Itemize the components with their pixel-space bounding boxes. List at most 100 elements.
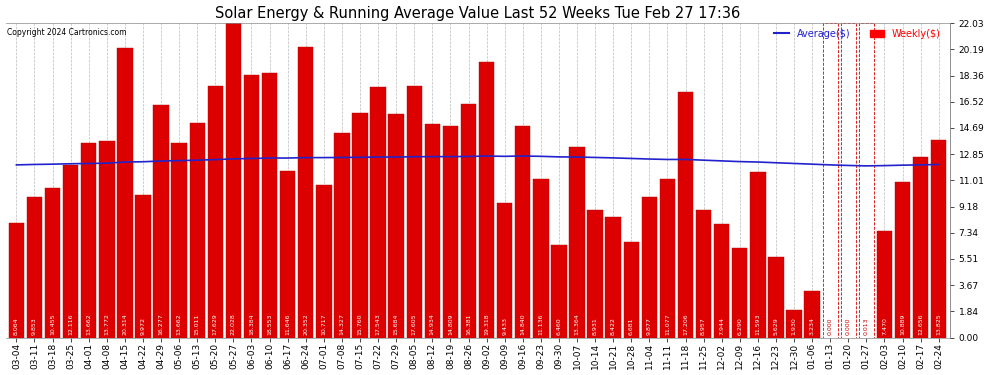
Text: 9.853: 9.853 bbox=[32, 318, 37, 336]
Text: 18.384: 18.384 bbox=[249, 314, 254, 336]
Text: 14.934: 14.934 bbox=[430, 314, 435, 336]
Text: 13.662: 13.662 bbox=[176, 314, 181, 336]
Text: 12.116: 12.116 bbox=[68, 314, 73, 336]
Bar bbox=[569, 147, 585, 338]
Text: 10.455: 10.455 bbox=[50, 314, 55, 336]
Bar bbox=[624, 242, 639, 338]
Legend: Average($), Weekly($): Average($), Weekly($) bbox=[770, 25, 944, 43]
Text: 13.364: 13.364 bbox=[574, 314, 579, 336]
Bar bbox=[370, 87, 386, 338]
Text: 17.605: 17.605 bbox=[412, 314, 417, 336]
Bar bbox=[388, 114, 404, 338]
Text: 14.840: 14.840 bbox=[521, 314, 526, 336]
Bar bbox=[913, 157, 929, 338]
Text: 7.944: 7.944 bbox=[719, 318, 724, 336]
Text: 1.930: 1.930 bbox=[792, 318, 797, 336]
Text: 17.206: 17.206 bbox=[683, 314, 688, 336]
Bar bbox=[27, 197, 43, 338]
Text: 6.681: 6.681 bbox=[629, 318, 634, 336]
Text: 20.314: 20.314 bbox=[123, 314, 128, 336]
Bar bbox=[732, 248, 747, 338]
Bar bbox=[714, 224, 730, 338]
Bar bbox=[425, 124, 440, 338]
Text: 16.381: 16.381 bbox=[466, 314, 471, 336]
Text: 10.889: 10.889 bbox=[900, 314, 905, 336]
Text: 0.000: 0.000 bbox=[845, 318, 850, 336]
Bar bbox=[298, 47, 314, 338]
Text: 6.460: 6.460 bbox=[556, 318, 561, 336]
Bar bbox=[805, 291, 820, 338]
Bar bbox=[407, 86, 422, 338]
Text: 13.825: 13.825 bbox=[937, 314, 941, 336]
Bar bbox=[45, 188, 60, 338]
Bar bbox=[117, 48, 133, 338]
Bar bbox=[606, 217, 621, 338]
Bar bbox=[750, 172, 765, 338]
Text: 15.684: 15.684 bbox=[394, 314, 399, 336]
Text: 5.629: 5.629 bbox=[773, 318, 778, 336]
Text: 0.013: 0.013 bbox=[864, 318, 869, 336]
Bar bbox=[280, 171, 295, 338]
Bar bbox=[895, 182, 910, 338]
Bar bbox=[171, 142, 187, 338]
Text: 14.809: 14.809 bbox=[447, 314, 452, 336]
Text: 8.931: 8.931 bbox=[593, 318, 598, 336]
Text: 8.957: 8.957 bbox=[701, 318, 706, 336]
Bar bbox=[335, 133, 349, 338]
Bar bbox=[551, 245, 566, 338]
Text: 15.760: 15.760 bbox=[357, 314, 362, 336]
Bar bbox=[768, 257, 784, 338]
Bar bbox=[262, 73, 277, 338]
Bar bbox=[226, 23, 242, 338]
Text: 16.277: 16.277 bbox=[158, 314, 163, 336]
Text: Copyright 2024 Cartronics.com: Copyright 2024 Cartronics.com bbox=[8, 28, 127, 37]
Bar bbox=[786, 310, 802, 338]
Text: 11.593: 11.593 bbox=[755, 314, 760, 336]
Bar bbox=[189, 123, 205, 338]
Text: 20.352: 20.352 bbox=[303, 314, 308, 336]
Text: 18.553: 18.553 bbox=[267, 314, 272, 336]
Bar bbox=[823, 23, 838, 338]
Text: 7.470: 7.470 bbox=[882, 318, 887, 336]
Text: 14.327: 14.327 bbox=[340, 314, 345, 336]
Text: 10.717: 10.717 bbox=[322, 314, 327, 336]
Bar bbox=[931, 140, 946, 338]
Bar bbox=[659, 180, 675, 338]
Text: 9.433: 9.433 bbox=[502, 318, 507, 336]
Bar bbox=[841, 23, 856, 338]
Bar bbox=[153, 105, 168, 338]
Text: 12.656: 12.656 bbox=[918, 314, 923, 336]
Title: Solar Energy & Running Average Value Last 52 Weeks Tue Feb 27 17:36: Solar Energy & Running Average Value Las… bbox=[215, 6, 741, 21]
Text: 9.877: 9.877 bbox=[646, 318, 651, 336]
Text: 0.000: 0.000 bbox=[828, 318, 833, 336]
Bar bbox=[479, 62, 494, 338]
Text: 13.772: 13.772 bbox=[104, 314, 109, 336]
Bar bbox=[244, 75, 259, 338]
Text: 8.422: 8.422 bbox=[611, 318, 616, 336]
Bar bbox=[858, 23, 874, 338]
Bar bbox=[63, 165, 78, 338]
Bar bbox=[136, 195, 150, 338]
Text: 6.290: 6.290 bbox=[738, 318, 742, 336]
Text: 9.972: 9.972 bbox=[141, 318, 146, 336]
Bar bbox=[460, 104, 476, 338]
Text: 17.629: 17.629 bbox=[213, 314, 218, 336]
Text: 15.011: 15.011 bbox=[195, 314, 200, 336]
Bar bbox=[587, 210, 603, 338]
Text: 19.318: 19.318 bbox=[484, 314, 489, 336]
Bar bbox=[443, 126, 458, 338]
Text: 8.064: 8.064 bbox=[14, 318, 19, 336]
Bar bbox=[99, 141, 115, 338]
Text: 3.234: 3.234 bbox=[810, 318, 815, 336]
Bar bbox=[877, 231, 892, 338]
Bar bbox=[316, 184, 332, 338]
Bar bbox=[515, 126, 531, 338]
Text: 11.136: 11.136 bbox=[539, 314, 544, 336]
Text: 17.543: 17.543 bbox=[375, 314, 380, 336]
Bar bbox=[678, 92, 693, 338]
Bar bbox=[534, 178, 548, 338]
Text: 22.028: 22.028 bbox=[231, 314, 236, 336]
Bar bbox=[81, 142, 96, 338]
Bar bbox=[9, 222, 24, 338]
Bar bbox=[642, 196, 657, 338]
